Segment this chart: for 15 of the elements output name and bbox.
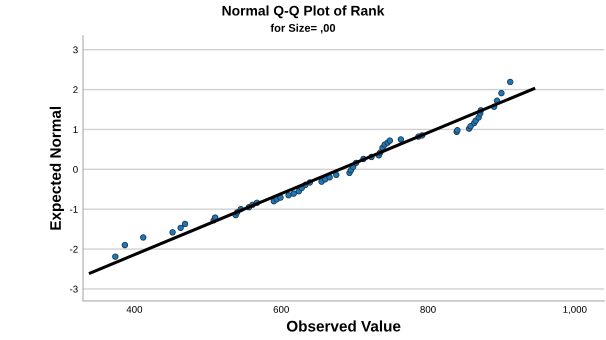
- y-axis-title: Expected Normal: [50, 106, 64, 230]
- y-tick-label: 3: [73, 46, 78, 54]
- y-tick-label: -3: [70, 286, 78, 293]
- x-axis-title: Observed Value: [286, 320, 400, 332]
- chart-subtitle: for Size= ,00: [270, 24, 336, 34]
- x-tick-label: 600: [274, 306, 289, 313]
- y-tick-label: 0: [73, 166, 78, 173]
- x-tick-label: 800: [420, 306, 436, 313]
- x-tick-label: 1,000: [563, 306, 587, 314]
- y-tick-label: 2: [73, 86, 78, 94]
- y-tick-label: -2: [70, 246, 78, 253]
- y-tick-label: 1: [73, 126, 78, 133]
- x-tick-label: 400: [126, 306, 142, 313]
- y-tick-label: -1: [70, 206, 78, 213]
- chart-title: Normal Q-Q Plot of Rank: [222, 5, 384, 18]
